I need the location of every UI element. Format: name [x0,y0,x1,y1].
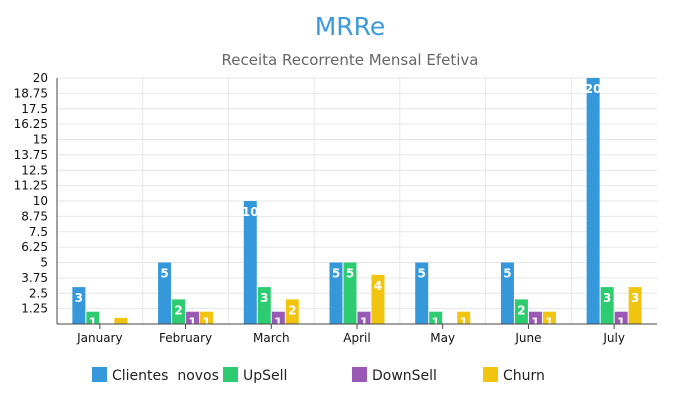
bar[interactable] [429,311,443,324]
bar[interactable] [586,78,600,324]
data-label: 1 [360,316,368,330]
y-tick-label: 16.25 [14,117,48,131]
x-tick-label: May [430,331,455,345]
chart-subtitle: Receita Recorrente Mensal Efetiva [222,51,479,69]
bar[interactable] [285,299,299,324]
bars [72,78,642,325]
data-label: 1 [617,316,625,330]
y-tick-label: 5 [40,256,48,270]
data-label: 1 [531,316,539,330]
y-tick-label: 17.5 [21,102,48,116]
bar[interactable] [186,311,200,324]
data-label: 1 [202,316,210,330]
data-label: 1 [188,316,196,330]
chart-title: MRRe [315,12,386,41]
legend: Clientes novos UpSell DownSell Churn [92,367,545,384]
bar[interactable] [158,262,172,325]
legend-label: Clientes novos [112,368,219,384]
bar[interactable] [114,317,128,324]
bar[interactable] [457,311,471,324]
data-label: 4 [374,279,382,293]
data-label: 5 [346,267,354,281]
bar[interactable] [528,311,542,324]
legend-swatch [223,367,238,382]
data-label: 1 [432,316,440,330]
x-tick-label: February [159,331,212,345]
y-tick-label: 10 [33,194,48,208]
y-tick-label: 1.25 [21,302,48,316]
bar[interactable] [357,311,371,324]
y-tick-label: 18.75 [14,86,48,100]
bar[interactable] [86,311,100,324]
data-label: 5 [160,267,168,281]
bar[interactable] [500,262,514,325]
bar[interactable] [271,311,285,324]
bar[interactable] [628,287,642,324]
x-tick-label: July [602,331,625,345]
bar[interactable] [614,311,628,324]
data-label: 3 [260,291,268,305]
axes: 1.252.53.7556.257.58.751011.2512.513.751… [14,71,657,345]
data-label: 1 [545,316,553,330]
bar[interactable] [329,262,343,325]
bar[interactable] [172,299,186,324]
x-tick-label: April [343,331,370,345]
data-label: 2 [517,303,525,317]
data-label: 3 [603,291,611,305]
data-label: 3 [631,291,639,305]
y-tick-label: 2.5 [29,286,48,300]
bar[interactable] [243,201,257,324]
y-tick-label: 13.75 [14,148,48,162]
x-tick-label: January [76,331,123,345]
data-label: 1 [460,316,468,330]
y-tick-label: 20 [33,71,48,85]
data-label: 3 [75,291,83,305]
y-tick-label: 7.5 [29,225,48,239]
data-label: 2 [288,303,296,317]
bar[interactable] [200,311,214,324]
legend-swatch [483,367,498,382]
y-tick-label: 12.5 [21,163,48,177]
legend-label: DownSell [372,368,437,384]
bar[interactable] [371,274,385,324]
x-tick-label: June [514,331,541,345]
x-tick-label: March [253,331,290,345]
legend-swatch [92,367,107,382]
data-label: 5 [332,267,340,281]
y-tick-label: 11.25 [14,179,48,193]
bar[interactable] [600,287,614,324]
bar[interactable] [415,262,429,325]
y-tick-label: 3.75 [21,271,48,285]
y-tick-label: 6.25 [21,240,48,254]
bar[interactable] [343,262,357,325]
data-label: 20 [585,82,602,96]
data-label: 10 [242,205,259,219]
data-label: 1 [89,316,97,330]
data-label: 2 [174,303,182,317]
grid [57,77,657,324]
data-label: 5 [503,267,511,281]
y-tick-label: 15 [33,133,48,147]
bar[interactable] [72,287,86,324]
legend-swatch [352,367,367,382]
bar[interactable] [542,311,556,324]
legend-label: Churn [503,368,545,384]
bar[interactable] [257,287,271,324]
bar[interactable] [514,299,528,324]
data-label: 5 [418,267,426,281]
data-label: 1 [274,316,282,330]
y-tick-label: 8.75 [21,209,48,223]
legend-label: UpSell [243,368,287,384]
